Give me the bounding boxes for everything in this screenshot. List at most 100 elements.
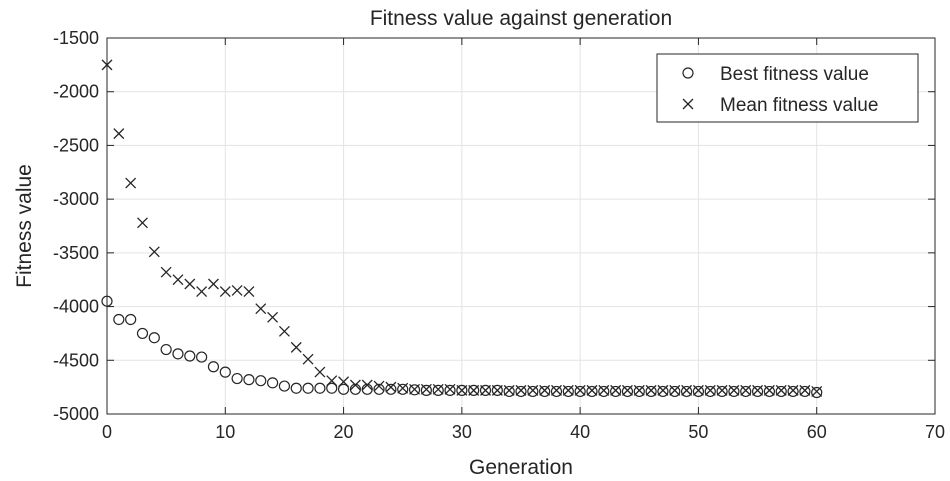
y-axis-ticks: -5000 -4500 -4000 -3500 -3000 -2500 -2000 -1500 <box>53 28 935 424</box>
x-tick-label: 30 <box>452 422 472 442</box>
best-fitness-point <box>610 385 622 398</box>
best-fitness-point <box>491 384 503 396</box>
mean-fitness-point <box>397 382 409 394</box>
best-fitness-point <box>621 385 634 398</box>
best-fitness-point <box>740 385 752 398</box>
best-fitness-point <box>645 385 657 398</box>
mean-fitness-point <box>740 384 752 396</box>
best-fitness-point <box>444 384 456 396</box>
mean-fitness-point <box>468 384 480 396</box>
legend-circle-marker <box>682 67 694 79</box>
mean-fitness-point <box>645 384 657 396</box>
mean-fitness-point <box>409 383 421 395</box>
x-tick-label: 40 <box>570 422 590 442</box>
x-tick-label: 0 <box>102 422 112 442</box>
legend-x-marker <box>682 98 694 110</box>
legend-label-best: Best fitness value <box>720 64 869 85</box>
mean-fitness-point <box>207 278 219 290</box>
best-fitness-point <box>539 385 551 398</box>
x-tick-label: 20 <box>334 422 354 442</box>
best-fitness-point <box>799 385 811 398</box>
x-axis-label: Generation <box>469 456 573 479</box>
best-fitness-point <box>598 385 610 398</box>
best-fitness-point <box>278 380 291 392</box>
y-tick-label: -3500 <box>53 243 99 263</box>
best-fitness-point <box>527 385 539 398</box>
mean-fitness-point <box>610 384 622 396</box>
best-fitness-point <box>231 372 243 385</box>
y-tick-label: -3000 <box>53 189 99 209</box>
best-fitness-point <box>113 313 125 326</box>
mean-fitness-point <box>539 384 551 396</box>
mean-fitness-point <box>716 384 728 396</box>
mean-fitness-point <box>775 384 787 396</box>
mean-fitness-point <box>113 128 125 140</box>
mean-fitness-point <box>148 246 160 258</box>
mean-fitness-point <box>456 384 468 396</box>
best-fitness-point <box>503 385 515 398</box>
best-fitness-point <box>775 385 787 398</box>
mean-fitness-point <box>763 384 775 396</box>
best-fitness-point <box>432 384 444 396</box>
mean-fitness-point <box>574 384 586 396</box>
best-fitness-point <box>337 383 350 395</box>
mean-fitness-point <box>752 384 764 396</box>
best-fitness-point <box>574 385 586 398</box>
best-fitness-point <box>456 384 468 396</box>
best-fitness-point <box>326 382 338 394</box>
mean-fitness-point <box>432 383 444 395</box>
mean-fitness-point <box>621 384 633 396</box>
mean-fitness-point <box>633 384 645 396</box>
y-tick-label: -4500 <box>53 350 99 370</box>
best-fitness-point <box>184 350 196 362</box>
mean-fitness-point <box>290 341 302 353</box>
y-tick-label: -2500 <box>53 135 99 155</box>
best-fitness-point <box>633 385 645 398</box>
best-fitness-point <box>562 385 574 398</box>
y-axis-label: Fitness value <box>13 164 36 288</box>
mean-fitness-point <box>799 384 811 396</box>
best-fitness-point <box>728 385 740 398</box>
mean-fitness-point <box>657 384 669 396</box>
best-fitness-point <box>373 383 385 395</box>
mean-fitness-point <box>515 384 527 396</box>
x-tick-label: 60 <box>807 422 827 442</box>
mean-fitness-point <box>551 384 562 396</box>
x-axis-ticks: 0 10 20 30 40 50 60 70 <box>102 38 945 442</box>
best-fitness-point <box>763 385 776 398</box>
mean-fitness-point <box>669 384 681 396</box>
mean-fitness-point <box>373 380 385 392</box>
best-fitness-point <box>219 366 231 378</box>
best-fitness-point <box>680 385 693 398</box>
best-fitness-point <box>692 385 705 398</box>
best-fitness-point <box>255 375 267 387</box>
mean-fitness-point <box>385 381 397 393</box>
mean-fitness-point <box>787 384 799 396</box>
legend-label-mean: Mean fitness value <box>720 95 878 116</box>
mean-fitness-point <box>598 384 610 396</box>
legend-box <box>656 53 919 123</box>
plot-frame <box>106 37 936 415</box>
best-fitness-point <box>704 385 716 398</box>
mean-fitness-point <box>681 384 693 396</box>
y-tick-label: -4000 <box>53 297 99 317</box>
best-fitness-point <box>290 382 302 394</box>
mean-fitness-point <box>349 379 361 391</box>
mean-fitness-point <box>527 384 539 396</box>
best-fitness-point <box>751 385 764 398</box>
y-tick-label: -1500 <box>53 28 99 48</box>
best-fitness-point <box>586 385 598 398</box>
mean-fitness-point <box>137 217 148 229</box>
y-tick-label: -2000 <box>53 82 99 102</box>
mean-fitness-point <box>420 383 432 395</box>
mean-fitness-point <box>231 284 243 296</box>
mean-fitness-point <box>219 286 231 297</box>
best-fitness-point <box>148 332 160 344</box>
mean-fitness-point <box>172 274 184 286</box>
mean-fitness-point <box>125 177 137 189</box>
x-tick-label: 50 <box>688 422 708 442</box>
mean-fitness-point <box>811 385 823 397</box>
mean-fitness-point <box>278 325 290 337</box>
mean-fitness-point <box>562 384 574 396</box>
